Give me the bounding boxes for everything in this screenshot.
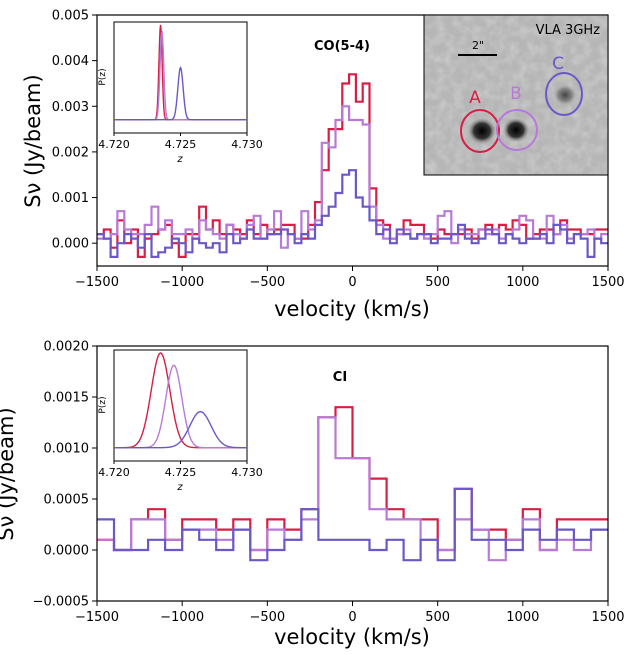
top-y-tick-label: 0.005 [52, 9, 89, 24]
source-a-aperture [460, 109, 500, 153]
bottom-inset-y-label: P(z) [98, 396, 108, 413]
bottom-axis-ticks: −1500 −1000 −500 0 500 1000 1500 −0.0005 0.0000 0… [33, 340, 625, 626]
bottom-x-tick-label: 0 [348, 610, 356, 625]
top-x-tick-label: −1000 [160, 275, 204, 290]
top-inset-y-label: P(z) [98, 68, 108, 85]
top-series-b [97, 105, 608, 249]
source-c-aperture [545, 72, 583, 116]
top-inset-ticks: 4.720 4.725 4.730 [98, 133, 263, 151]
bottom-inset-x-tick-label: 4.725 [165, 466, 197, 479]
top-x-tick-label: −500 [249, 275, 285, 290]
bottom-inset-ticks: 4.720 4.725 4.730 [98, 461, 263, 479]
bottom-y-tick-label: 0.0000 [44, 544, 90, 559]
source-b-blob [502, 117, 530, 143]
source-c-label: C [552, 54, 564, 74]
bottom-x-tick-label: 1500 [591, 610, 624, 625]
top-x-tick-label: 1000 [506, 275, 539, 290]
top-line-title: CO(5-4) [314, 39, 370, 54]
top-inset-x-tick-label: 4.720 [98, 138, 130, 151]
top-inset-curves [114, 24, 247, 121]
top-inset-curve-c [114, 66, 247, 121]
source-c-blob [553, 84, 577, 106]
top-y-tick-label: 0.003 [52, 100, 89, 115]
bottom-inset-frame [113, 349, 248, 462]
bottom-plot-area [97, 406, 608, 562]
bottom-inset-curve-c [114, 410, 247, 449]
top-y-tick-label: 0.002 [52, 145, 89, 160]
bottom-inset-curves [114, 352, 247, 449]
top-x-tick-label: 500 [425, 275, 450, 290]
bottom-x-tick-label: −1000 [160, 610, 204, 625]
scale-bar-label: 2" [472, 39, 484, 52]
top-y-tick-label: 0.004 [52, 54, 89, 69]
bottom-y-tick-label: 0.0010 [44, 442, 90, 457]
bottom-panel: −1500 −1000 −500 0 500 1000 1500 −0.0005 0.0000 0… [0, 340, 625, 650]
bottom-x-axis-label: velocity (km/s) [274, 625, 430, 649]
top-y-tick-label: 0.000 [52, 237, 89, 252]
bottom-x-tick-label: 1000 [506, 610, 539, 625]
top-y-tick-label: 0.001 [52, 191, 89, 206]
bottom-y-tick-label: −0.0005 [33, 595, 89, 610]
bottom-x-tick-label: −1500 [75, 610, 119, 625]
source-a-label: A [469, 88, 481, 108]
top-x-tick-label: 1500 [591, 275, 624, 290]
top-axis-ticks: −1500 −1000 −500 0 500 1000 1500 0.000 0.001 0.00… [52, 9, 625, 291]
top-inset-frame [113, 21, 248, 134]
source-b-label: B [510, 84, 522, 104]
bottom-line-title: CI [333, 370, 347, 385]
top-pz-inset: 4.720 4.725 4.730 P(z) z [98, 21, 263, 165]
top-inset-x-label: z [176, 154, 183, 165]
top-plot-area [97, 73, 608, 258]
bottom-x-tick-label: −500 [249, 610, 285, 625]
bottom-y-tick-label: 0.0020 [44, 340, 90, 355]
source-b-aperture [496, 109, 538, 151]
vla-image-inset: VLA 3GHz 2" A B C [423, 14, 609, 176]
bottom-series-c [97, 487, 608, 562]
top-x-tick-label: −1500 [75, 275, 119, 290]
bottom-y-tick-label: 0.0015 [44, 391, 90, 406]
top-inset-x-tick-label: 4.725 [165, 138, 197, 151]
bottom-y-axis-label: Sν (Jy/beam) [0, 407, 18, 540]
vla-image-frame [423, 14, 609, 176]
top-y-axis-label: Sν (Jy/beam) [21, 74, 45, 207]
bottom-y-tick-label: 0.0005 [44, 493, 90, 508]
source-a-blob [467, 117, 497, 145]
top-series-c [97, 169, 608, 258]
bottom-inset-x-tick-label: 4.720 [98, 466, 130, 479]
top-inset-x-tick-label: 4.730 [231, 138, 263, 151]
top-panel: −1500 −1000 −500 0 500 1000 1500 0.000 0.001 0.00… [21, 9, 625, 322]
top-x-tick-label: 0 [348, 275, 356, 290]
top-x-axis-label: velocity (km/s) [274, 297, 430, 321]
bottom-pz-inset: 4.720 4.725 4.730 P(z) z [98, 349, 263, 493]
bottom-inset-x-label: z [176, 482, 183, 493]
bottom-x-tick-label: 500 [425, 610, 450, 625]
vla-image-title: VLA 3GHz [536, 23, 601, 38]
bottom-inset-x-tick-label: 4.730 [231, 466, 263, 479]
